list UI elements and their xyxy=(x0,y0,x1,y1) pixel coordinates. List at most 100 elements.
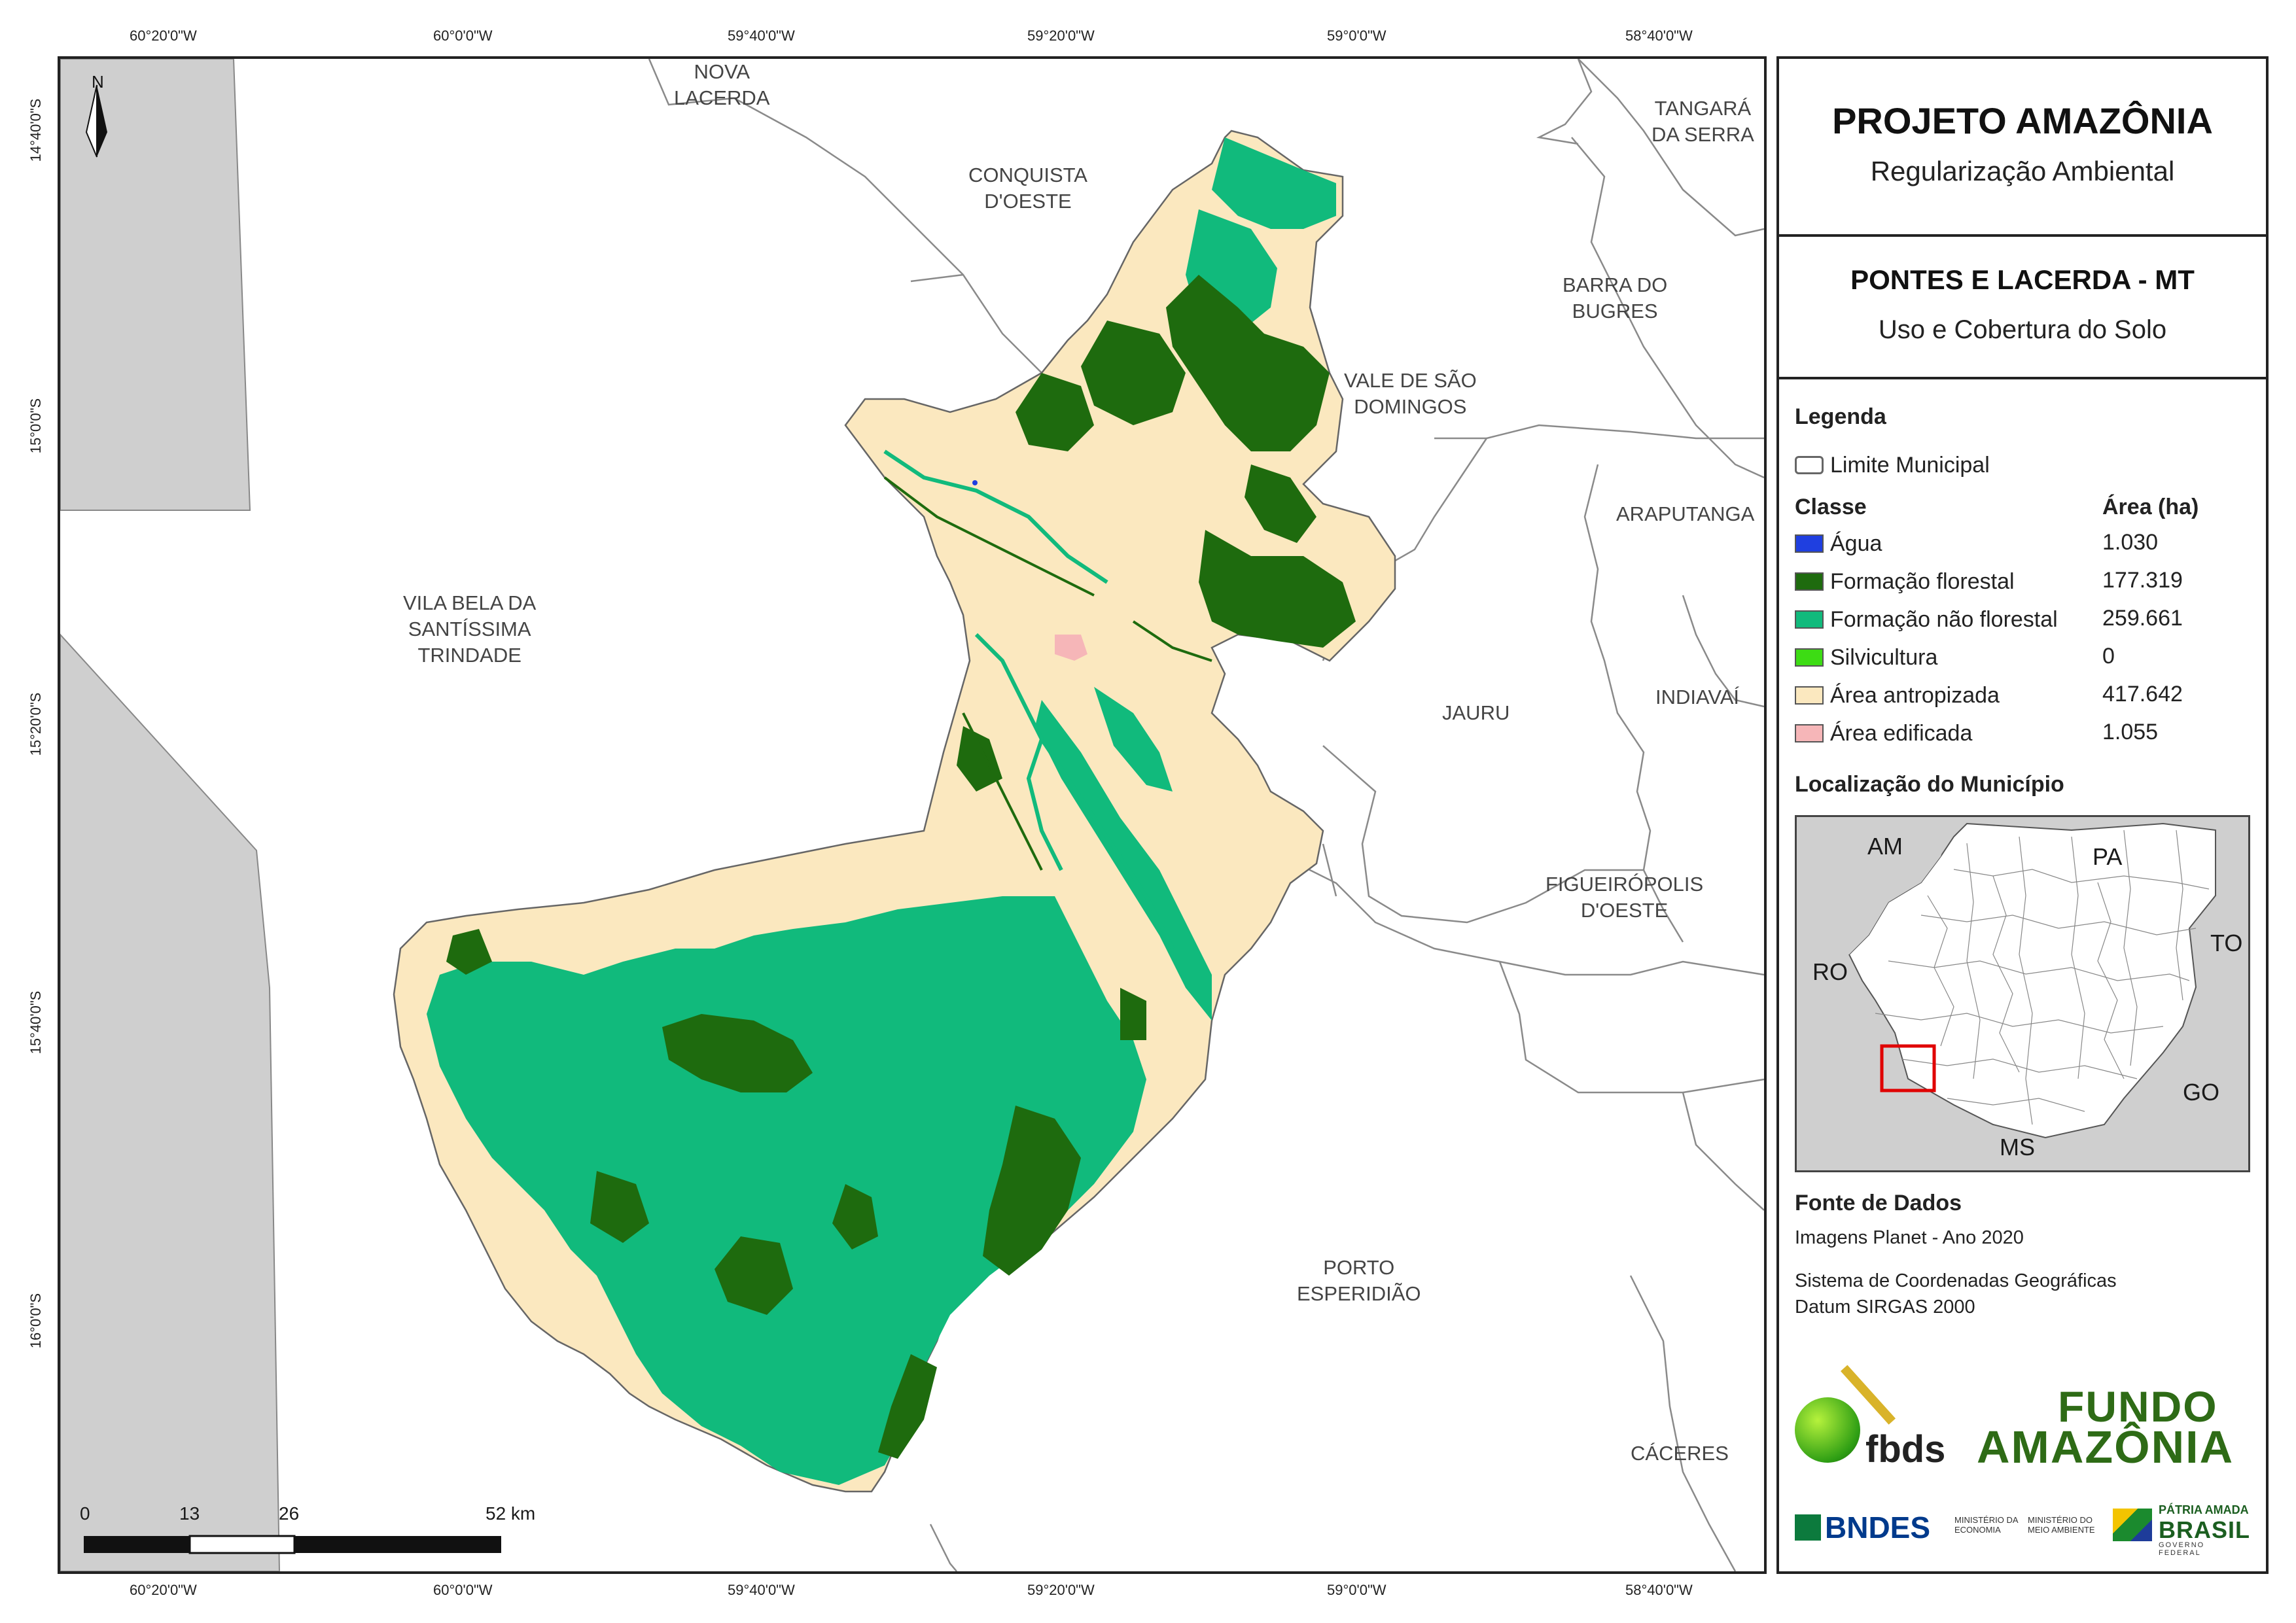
location-inset-svg xyxy=(1797,817,2216,1139)
left-coord-3: 15°20'0"S xyxy=(27,692,44,756)
top-coord-2: 60°0'0"W xyxy=(433,27,493,44)
formacao-florestal-swatch xyxy=(1795,572,1824,591)
label-barra-do-bugres: BARRA DO BUGRES xyxy=(1563,273,1668,323)
class-area: 0 xyxy=(2102,644,2115,669)
bottom-coord-6: 58°40'0"W xyxy=(1625,1582,1693,1598)
bndes-mark-icon xyxy=(1795,1514,1821,1541)
class-area: 259.661 xyxy=(2102,606,2183,631)
agua-patch xyxy=(972,480,978,485)
fundo-word: FUNDO xyxy=(2058,1382,2218,1431)
label-caceres: CÁCERES xyxy=(1631,1442,1729,1465)
top-coord-5: 59°0'0"W xyxy=(1327,27,1386,44)
limite-swatch xyxy=(1795,456,1824,474)
class-label: Silvicultura xyxy=(1830,644,1938,670)
state-am: AM xyxy=(1867,833,1903,860)
outside-area-south xyxy=(60,633,281,1571)
patria-amada: PÁTRIA AMADA xyxy=(2159,1503,2249,1516)
brasil-wordmark: BRASIL xyxy=(2159,1516,2250,1543)
fbds-wordmark: fbds xyxy=(1865,1428,1946,1471)
label-jauru: JAURU xyxy=(1442,701,1510,724)
amazonia-word: AMAZÔNIA xyxy=(1977,1422,2234,1473)
label-araputanga: ARAPUTANGA xyxy=(1616,502,1755,525)
bndes-wordmark: BNDES xyxy=(1825,1510,1931,1544)
riparian-lines xyxy=(883,449,1174,950)
forest-lines xyxy=(883,476,1212,871)
brazil-flag-icon xyxy=(2113,1509,2152,1541)
class-area: 417.642 xyxy=(2102,682,2183,707)
fundo-amazonia-logo: FUNDO AMAZÔNIA xyxy=(1977,1382,2234,1473)
fbds-globe-icon xyxy=(1795,1397,1860,1463)
legend-class-row: Formação não florestal xyxy=(1795,603,2058,636)
label-nova-lacerda: NOVA LACERDA xyxy=(674,60,770,109)
label-vila-bela: VILA BELA DA SANTÍSSIMA TRINDADE xyxy=(403,591,537,667)
municipal-boundaries xyxy=(648,59,1764,1571)
bndes-logo: BNDES xyxy=(1795,1510,1930,1545)
silvicultura-swatch xyxy=(1795,648,1824,667)
top-coord-1: 60°20'0"W xyxy=(130,27,197,44)
location-highlight-box xyxy=(1880,1044,1936,1092)
classe-heading: Classe xyxy=(1795,495,1867,519)
class-label: Área edificada xyxy=(1830,720,1973,746)
location-heading: Localização do Município xyxy=(1795,772,2064,797)
area-edificada-swatch xyxy=(1795,724,1824,742)
title-panel: PROJETO AMAZÔNIA Regularização Ambiental xyxy=(1776,56,2269,237)
area-edificada-patch xyxy=(1055,635,1087,661)
agua-swatch xyxy=(1795,534,1824,553)
map-canvas[interactable]: N xyxy=(60,59,1764,1571)
location-inset-map[interactable]: AM PA TO RO GO MS xyxy=(1795,815,2250,1172)
class-label: Área antropizada xyxy=(1830,682,2000,708)
class-label: Formação não florestal xyxy=(1830,606,2058,632)
bottom-coord-2: 60°0'0"W xyxy=(433,1582,493,1598)
scale-bar xyxy=(84,1535,501,1554)
legend-class-row: Formação florestal xyxy=(1795,565,2015,598)
formacao-nao-florestal-swatch xyxy=(1795,610,1824,629)
state-ro: RO xyxy=(1812,958,1848,985)
class-area: 177.319 xyxy=(2102,568,2183,593)
legend-heading: Legenda xyxy=(1795,404,1886,429)
governo-federal-logo: PÁTRIA AMADA BRASIL GOVERNO FEDERAL xyxy=(2113,1503,2250,1557)
formacao-florestal-layer xyxy=(446,275,1356,1459)
class-area: 1.030 xyxy=(2102,530,2159,555)
fonte-line-2: Sistema de Coordenadas Geográficas xyxy=(1795,1270,2117,1291)
project-title: PROJETO AMAZÔNIA xyxy=(1832,100,2213,141)
legend-panel: Legenda Limite Municipal Classe Área (ha… xyxy=(1776,377,2269,1574)
top-coord-4: 59°20'0"W xyxy=(1027,27,1095,44)
bottom-coord-5: 59°0'0"W xyxy=(1327,1582,1386,1598)
bottom-coord-3: 59°40'0"W xyxy=(728,1582,795,1598)
legend-class-row: Água xyxy=(1795,527,1882,560)
ministerio-economia: MINISTÉRIO DA ECONOMIA xyxy=(1954,1515,2018,1535)
legend-limite-row: Limite Municipal xyxy=(1795,449,1990,481)
label-figueiropolis: FIGUEIRÓPOLIS D'OESTE xyxy=(1545,873,1704,922)
scale-tick-13: 13 xyxy=(179,1503,200,1524)
municipio-title: PONTES E LACERDA - MT xyxy=(1850,264,2195,295)
fbds-logo: fbds xyxy=(1795,1365,1958,1471)
scale-tick-52: 52 km xyxy=(486,1503,536,1524)
scale-tick-0: 0 xyxy=(80,1503,90,1524)
label-indiavai: INDIAVAÍ xyxy=(1655,686,1740,708)
scale-tick-26: 26 xyxy=(279,1503,300,1524)
bottom-coord-1: 60°20'0"W xyxy=(130,1582,197,1598)
area-heading: Área (ha) xyxy=(2102,495,2199,519)
class-area: 1.055 xyxy=(2102,720,2159,744)
area-antropizada-swatch xyxy=(1795,686,1824,705)
legend-class-row: Área edificada xyxy=(1795,717,1972,750)
map-frame[interactable]: N 0 13 26 52 km NOVA LACERDA CONQUISTA D'O… xyxy=(58,56,1767,1574)
outside-area-north xyxy=(60,59,251,511)
legend-class-row: Área antropizada xyxy=(1795,679,2000,712)
ministerio-meio-ambiente: MINISTÉRIO DO MEIO AMBIENTE xyxy=(2028,1515,2095,1535)
state-ms: MS xyxy=(2000,1134,2035,1161)
legend-class-row: Silvicultura xyxy=(1795,641,1937,674)
state-to: TO xyxy=(2210,930,2243,956)
class-label: Água xyxy=(1830,531,1882,556)
label-tangara-da-serra: TANGARÁ DA SERRA xyxy=(1651,97,1754,146)
class-label: Formação florestal xyxy=(1830,568,2015,594)
north-arrow-icon xyxy=(85,84,107,158)
top-coord-6: 58°40'0"W xyxy=(1625,27,1693,44)
label-porto-esperidiao: PORTO ESPERIDIÃO xyxy=(1297,1256,1421,1305)
label-vale-de-sao-domingos: VALE DE SÃO DOMINGOS xyxy=(1344,369,1477,418)
limite-label: Limite Municipal xyxy=(1830,452,1990,478)
fonte-heading: Fonte de Dados xyxy=(1795,1191,1962,1215)
project-subtitle: Regularização Ambiental xyxy=(1870,156,2175,186)
label-conquista-doeste: CONQUISTA D'OESTE xyxy=(968,164,1087,213)
fonte-line-3: Datum SIRGAS 2000 xyxy=(1795,1297,1975,1318)
